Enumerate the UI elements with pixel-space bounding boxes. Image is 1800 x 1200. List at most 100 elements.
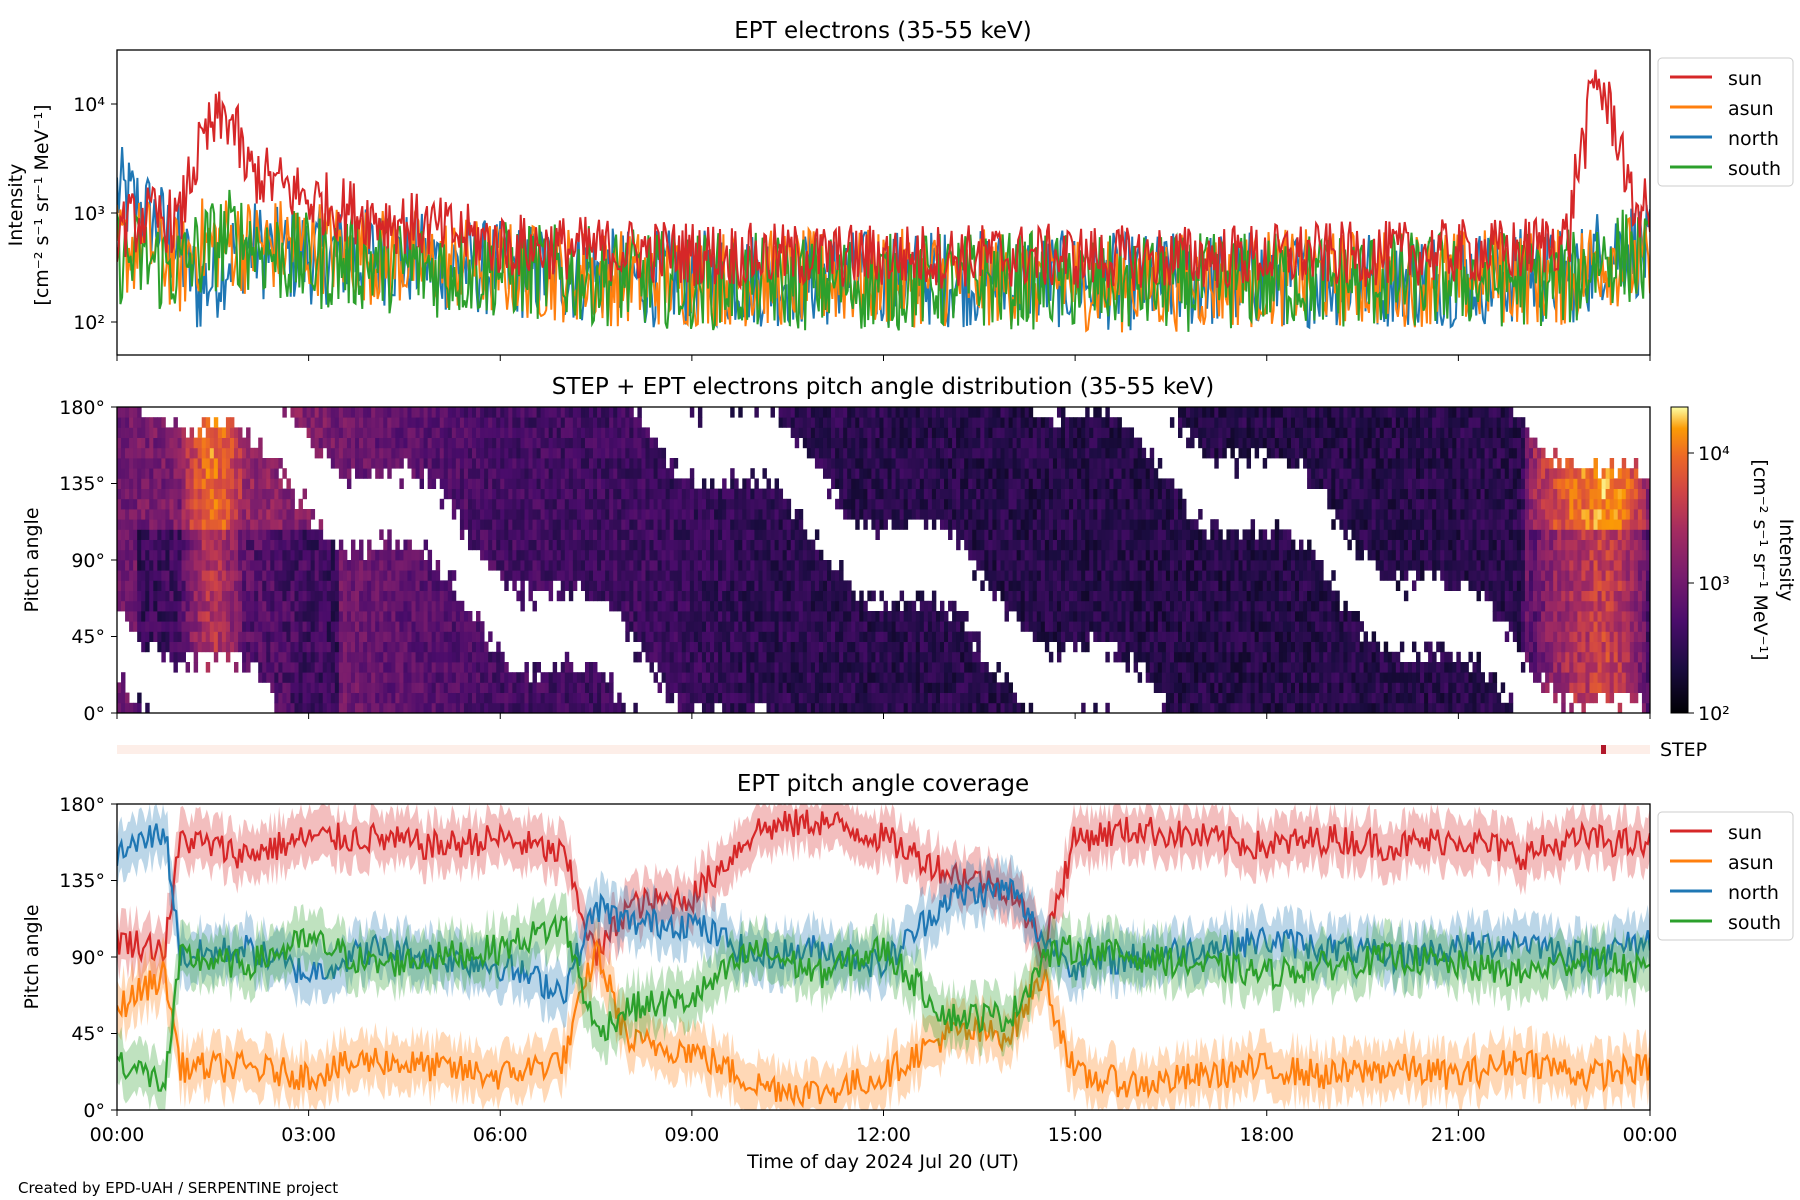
heatmap-cell xyxy=(238,641,243,653)
heatmap-cell xyxy=(439,478,445,489)
heatmap-cell xyxy=(548,417,554,428)
heatmap-cell xyxy=(931,427,937,438)
heatmap-cell xyxy=(411,631,416,642)
heatmap-cell xyxy=(439,590,445,602)
heatmap-cell xyxy=(290,539,295,551)
heatmap-cell xyxy=(919,672,925,683)
heatmap-cell xyxy=(177,621,182,632)
heatmap-cell xyxy=(653,641,658,653)
heatmap-cell xyxy=(177,570,182,581)
heatmap-cell xyxy=(451,672,457,683)
heatmap-cell xyxy=(710,478,715,489)
heatmap-cell xyxy=(597,580,602,591)
heatmap-cell xyxy=(891,509,896,520)
heatmap-cell xyxy=(165,478,170,489)
heatmap-cell xyxy=(891,682,896,693)
heatmap-cell xyxy=(484,509,489,520)
heatmap-cell xyxy=(552,692,558,704)
heatmap-cell xyxy=(318,417,324,428)
heatmap-cell xyxy=(205,590,211,602)
heatmap-cell xyxy=(326,692,332,704)
legend-sun-label: sun xyxy=(1728,68,1762,90)
heatmap-cell xyxy=(330,611,336,622)
heatmap-cell xyxy=(209,549,215,561)
heatmap-cell xyxy=(956,417,961,428)
heatmap-cell xyxy=(572,427,578,438)
heatmap-cell xyxy=(814,417,820,428)
heatmap-cell xyxy=(294,590,299,602)
heatmap-cell xyxy=(552,672,558,683)
heatmap-cell xyxy=(157,631,162,642)
heatmap-cell xyxy=(121,427,126,438)
heatmap-cell xyxy=(524,407,529,418)
heatmap-cell xyxy=(774,611,780,622)
heatmap-cell xyxy=(750,682,755,693)
heatmap-cell xyxy=(956,509,961,520)
heatmap-cell xyxy=(617,580,622,591)
heatmap-cell xyxy=(952,621,957,632)
heatmap-cell xyxy=(129,539,134,551)
heatmap-cell xyxy=(806,600,812,612)
heatmap-cell xyxy=(492,458,497,469)
heatmap-cell xyxy=(314,702,320,713)
heatmap-cell xyxy=(294,702,299,713)
heatmap-cell xyxy=(633,447,638,459)
heatmap-cell xyxy=(383,631,388,642)
heatmap-cell xyxy=(391,437,396,449)
intensity-ytick-label: 10² xyxy=(73,312,105,334)
heatmap-cell xyxy=(121,529,126,540)
heatmap-cell xyxy=(544,702,550,713)
heatmap-cell xyxy=(250,539,255,551)
heatmap-cell xyxy=(750,651,755,663)
heatmap-cell xyxy=(584,539,590,551)
heatmap-cell xyxy=(818,549,824,561)
heatmap-cell xyxy=(346,621,352,632)
heatmap-cell xyxy=(419,672,424,683)
heatmap-cell xyxy=(209,539,215,551)
heatmap-cell xyxy=(294,662,299,673)
heatmap-cell xyxy=(379,682,384,693)
heatmap-cell xyxy=(766,631,771,642)
heatmap-cell xyxy=(274,549,279,561)
heatmap-cell xyxy=(185,529,191,540)
heatmap-cell xyxy=(968,672,973,683)
heatmap-cell xyxy=(246,539,251,551)
heatmap-cell xyxy=(504,539,509,551)
heatmap-cell xyxy=(641,519,646,530)
heatmap-cell xyxy=(496,682,501,693)
heatmap-cell xyxy=(593,509,598,520)
heatmap-cell xyxy=(242,437,247,449)
heatmap-cell xyxy=(500,468,505,479)
heatmap-cell xyxy=(463,437,469,449)
heatmap-cell xyxy=(597,529,602,540)
heatmap-cell xyxy=(589,570,594,581)
heatmap-cell xyxy=(867,488,872,500)
heatmap-cell xyxy=(633,458,638,469)
heatmap-cell xyxy=(887,641,892,653)
heatmap-cell xyxy=(968,437,973,449)
heatmap-cell xyxy=(677,590,683,602)
heatmap-cell xyxy=(286,692,291,704)
heatmap-cell xyxy=(601,672,606,683)
heatmap-cell xyxy=(722,570,727,581)
heatmap-cell xyxy=(435,458,441,469)
heatmap-cell xyxy=(185,570,191,581)
heatmap-cell xyxy=(814,458,820,469)
heatmap-cell xyxy=(806,437,812,449)
heatmap-cell xyxy=(948,682,953,693)
heatmap-cell xyxy=(782,498,788,510)
heatmap-cell xyxy=(593,662,598,673)
heatmap-cell xyxy=(580,458,586,469)
heatmap-cell xyxy=(310,549,316,561)
heatmap-cell xyxy=(661,570,667,581)
heatmap-cell xyxy=(205,641,211,653)
heatmap-cell xyxy=(480,468,485,479)
heatmap-cell xyxy=(246,570,251,581)
heatmap-cell xyxy=(403,651,408,663)
heatmap-cell xyxy=(540,672,546,683)
heatmap-cell xyxy=(927,600,933,612)
heatmap-cell xyxy=(201,611,207,622)
heatmap-cell xyxy=(589,447,594,459)
heatmap-cell xyxy=(233,478,239,489)
heatmap-cell xyxy=(177,509,182,520)
